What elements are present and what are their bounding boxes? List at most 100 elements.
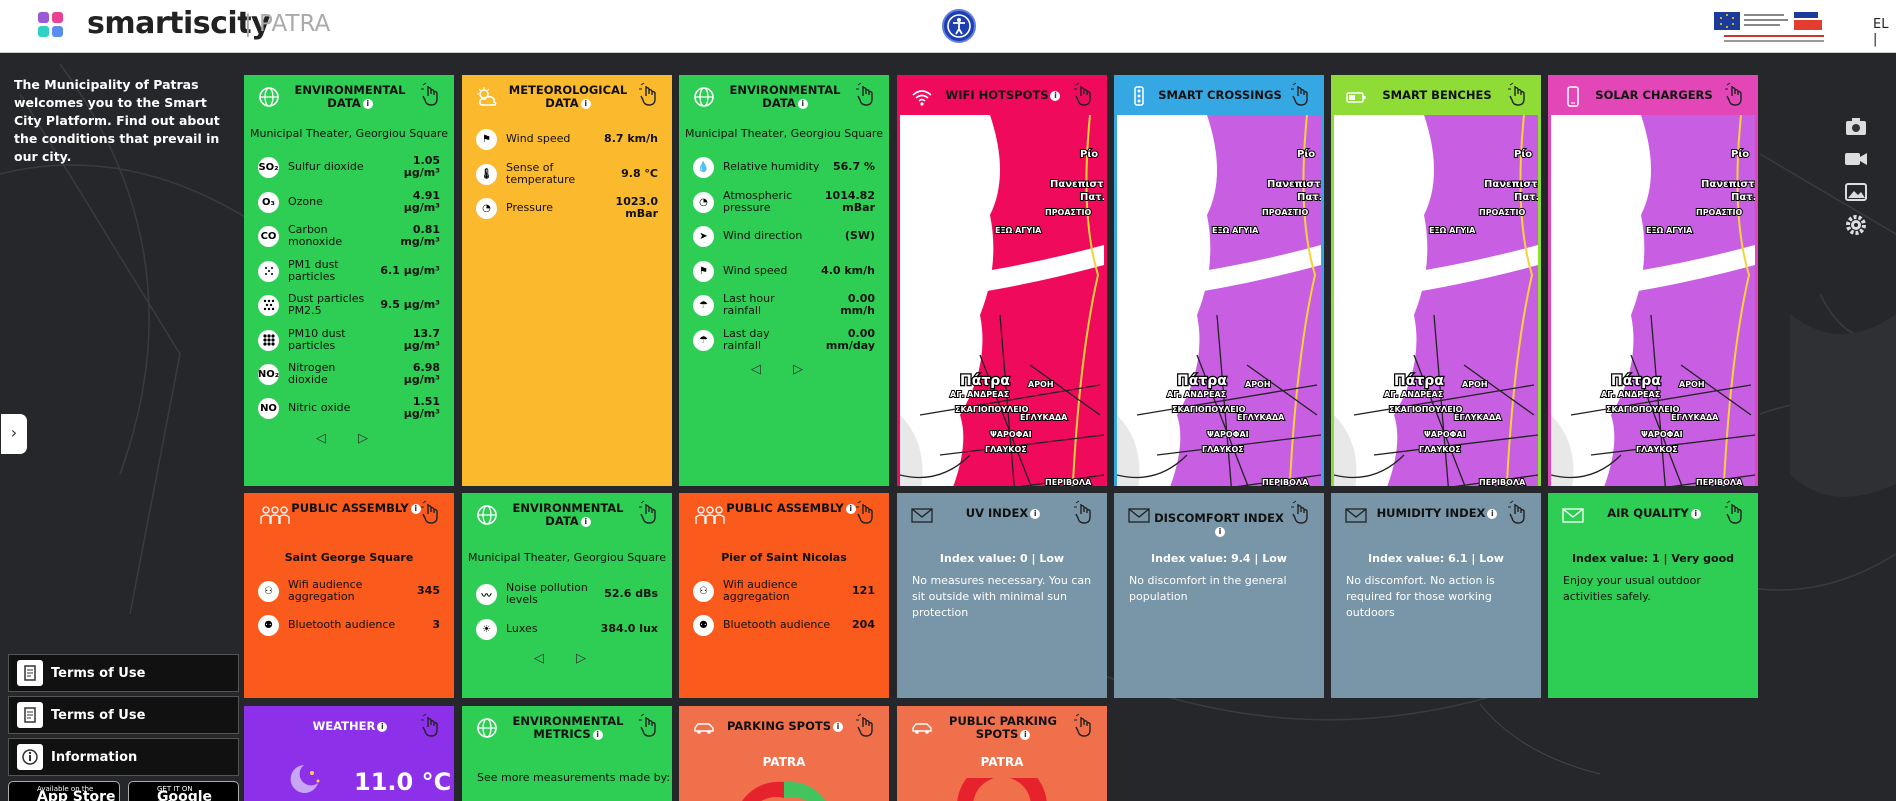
- environmental-data-card[interactable]: ENVIRONMENTAL DATA i Municipal Theater, G…: [244, 75, 454, 486]
- video-camera-icon[interactable]: [1843, 146, 1869, 172]
- sidebar-toggle-button[interactable]: ›: [1, 414, 27, 454]
- public-parking-spots-card[interactable]: PUBLIC PARKING SPOTS i PATRA: [897, 706, 1107, 801]
- hand-pointer-icon[interactable]: [1507, 500, 1529, 526]
- app-store-badge[interactable]: Available on the App Store: [8, 781, 120, 801]
- solar-chargers-card[interactable]: SOLAR CHARGERS Πάτρα ΕΞΩ ΑΓΥΙΑ ΑΓ. ΑΝΔΡΕΑΣ…: [1548, 75, 1758, 486]
- wifi-hotspots-card[interactable]: WIFI HOTSPOTS i Πάτρα ΕΞΩ ΑΓΥΙΑ ΑΓ. ΑΝΔΡΕΑΣ…: [897, 75, 1107, 486]
- hand-pointer-icon[interactable]: [420, 82, 442, 108]
- measurement-row: ➤ Wind direction (SW): [693, 221, 875, 251]
- svg-text:ΕΓΛΥΚΑΔΑ: ΕΓΛΥΚΑΔΑ: [1454, 413, 1502, 422]
- info-icon[interactable]: i: [1020, 730, 1031, 740]
- hand-pointer-icon[interactable]: [855, 82, 877, 108]
- index-value: Index value: 9.4 | Low: [1151, 552, 1287, 565]
- google-play-small: GET IT ON: [157, 785, 193, 793]
- camera-icon[interactable]: [1843, 113, 1869, 139]
- svg-text:Πατ.: Πατ.: [1297, 192, 1321, 203]
- battery-icon: [1346, 92, 1366, 103]
- card-title: HUMIDITY INDEX: [1376, 506, 1486, 520]
- pager-arrows[interactable]: ◁ ▷: [533, 651, 601, 666]
- svg-text:ΕΞΩ ΑΓΥΙΑ: ΕΞΩ ΑΓΥΙΑ: [1212, 226, 1259, 235]
- svg-text:Πάτρα: Πάτρα: [1394, 373, 1444, 389]
- environmental-data-card-3[interactable]: ENVIRONMENTAL DATA i Municipal Theater, G…: [462, 493, 672, 698]
- info-icon[interactable]: i: [845, 504, 856, 514]
- info-icon[interactable]: i: [362, 99, 373, 109]
- svg-text:ΠΕΡΙΒΟΛΑ: ΠΕΡΙΒΟΛΑ: [1696, 478, 1743, 486]
- info-icon[interactable]: i: [580, 517, 591, 527]
- measurement-row: ⚑ Wind speed 4.0 km/h: [693, 256, 875, 286]
- humidity-index-card[interactable]: HUMIDITY INDEX i Index value: 6.1 | Low N…: [1331, 493, 1541, 698]
- hand-pointer-icon[interactable]: [638, 500, 660, 526]
- gallery-icon[interactable]: [1843, 179, 1869, 205]
- hand-pointer-icon[interactable]: [1073, 82, 1095, 108]
- meteorological-data-card[interactable]: METEOROLOGICAL DATA i ⚑ Wind speed 8.7 km/h…: [462, 75, 672, 486]
- environmental-metrics-card[interactable]: ENVIRONMENTAL METRICS i See more measurem…: [462, 706, 672, 801]
- uv-index-card[interactable]: UV INDEX i Index value: 0 | Low No measur…: [897, 493, 1107, 698]
- info-icon[interactable]: i: [1487, 509, 1498, 519]
- espa-logo-icon: [1714, 12, 1824, 42]
- location-text: Saint George Square: [284, 551, 414, 564]
- info-icon[interactable]: i: [1690, 509, 1701, 519]
- globe-icon: [477, 718, 497, 738]
- weather-card[interactable]: WEATHER i 11.0 °C: [244, 706, 454, 801]
- hand-pointer-icon[interactable]: [1073, 500, 1095, 526]
- metrics-description: See more measurements made by:: [477, 771, 671, 784]
- hand-pointer-icon[interactable]: [420, 713, 442, 739]
- smart-crossings-card[interactable]: SMART CROSSINGS Πάτρα ΕΞΩ ΑΓΥΙΑ ΑΓ. ΑΝΔΡΕΑ…: [1114, 75, 1324, 486]
- wifi-map[interactable]: Πάτρα ΕΞΩ ΑΓΥΙΑ ΑΓ. ΑΝΔΡΕΑΣ ΣΚΑΓΙΟΠΟΥΛΕΙΟ ΑΡ…: [900, 115, 1104, 486]
- info-icon[interactable]: i: [592, 730, 603, 740]
- hand-pointer-icon[interactable]: [855, 500, 877, 526]
- info-icon[interactable]: i: [377, 722, 388, 732]
- environmental-data-card-2[interactable]: ENVIRONMENTAL DATA i Municipal Theater, G…: [679, 75, 889, 486]
- crossings-map[interactable]: Πάτρα ΕΞΩ ΑΓΥΙΑ ΑΓ. ΑΝΔΡΕΑΣ ΣΚΑΓΙΟΠΟΥΛΕΙΟ ΑΡ…: [1117, 115, 1321, 486]
- info-icon[interactable]: i: [797, 99, 808, 109]
- pager-arrows[interactable]: ◁ ▷: [750, 362, 818, 377]
- svg-text:ΓΛΑΥΚΟΣ: ΓΛΑΥΚΟΣ: [1202, 445, 1244, 454]
- parking-spots-card[interactable]: PARKING SPOTS i PATRA: [679, 706, 889, 801]
- info-icon[interactable]: i: [833, 722, 843, 732]
- public-assembly-card[interactable]: PUBLIC ASSEMBLY i Saint George Square ⚇ Wi…: [244, 493, 454, 698]
- discomfort-index-card[interactable]: DISCOMFORT INDEX i Index value: 9.4 | Low…: [1114, 493, 1324, 698]
- hand-pointer-icon[interactable]: [1724, 82, 1746, 108]
- measurement-row: ⚇ Wifi audience aggregation 121: [693, 576, 875, 606]
- svg-text:ΣΚΑΓΙΟΠΟΥΛΕΙΟ: ΣΚΑΓΙΟΠΟΥΛΕΙΟ: [955, 405, 1029, 414]
- info-icon[interactable]: i: [1050, 91, 1061, 101]
- solar-map[interactable]: Πάτρα ΕΞΩ ΑΓΥΙΑ ΑΓ. ΑΝΔΡΕΑΣ ΣΚΑΓΙΟΠΟΥΛΕΙΟ ΑΡ…: [1551, 115, 1755, 486]
- traffic-light-icon: [1134, 86, 1144, 106]
- air-quality-card[interactable]: AIR QUALITY i Index value: 1 | Very good …: [1548, 493, 1758, 698]
- card-title: SMART CROSSINGS: [1158, 88, 1282, 102]
- info-icon[interactable]: i: [1030, 509, 1041, 519]
- pager-arrows[interactable]: ◁ ▷: [315, 431, 383, 446]
- info-icon[interactable]: i: [580, 99, 591, 109]
- index-description: No discomfort. No action is required for…: [1346, 574, 1495, 619]
- hand-pointer-icon[interactable]: [1073, 713, 1095, 739]
- brand-name[interactable]: smartiscity: [87, 6, 271, 41]
- measurement-row: ⚇ Wifi audience aggregation 345: [258, 576, 440, 606]
- information-link[interactable]: Information: [8, 738, 239, 776]
- hand-pointer-icon[interactable]: [1724, 500, 1746, 526]
- info-icon[interactable]: i: [1215, 527, 1225, 537]
- no2-icon: NO₂: [258, 363, 279, 385]
- envelope-icon: [1562, 508, 1584, 523]
- hand-pointer-icon[interactable]: [855, 713, 877, 739]
- accessibility-button[interactable]: [942, 9, 976, 43]
- terms-of-use-label: Terms of Use: [51, 707, 146, 723]
- language-switch[interactable]: EL |: [1873, 17, 1889, 47]
- hand-pointer-icon[interactable]: [1290, 500, 1312, 526]
- hand-pointer-icon[interactable]: [420, 500, 442, 526]
- terms-of-use-link-2[interactable]: Terms of Use: [8, 696, 239, 734]
- settings-gear-icon[interactable]: [1843, 212, 1869, 238]
- info-icon[interactable]: i: [410, 504, 421, 514]
- index-description: No discomfort in the general population: [1129, 574, 1287, 603]
- hand-pointer-icon[interactable]: [638, 82, 660, 108]
- moon-cloud-icon: [290, 765, 320, 793]
- smartiscity-logo-icon[interactable]: [36, 10, 66, 40]
- hand-pointer-icon[interactable]: [638, 713, 660, 739]
- public-assembly-card-2[interactable]: PUBLIC ASSEMBLY i Pier of Saint Nicolas ⚇…: [679, 493, 889, 698]
- hand-pointer-icon[interactable]: [1507, 82, 1529, 108]
- app-store-big: App Store: [37, 789, 116, 801]
- smart-benches-card[interactable]: SMART BENCHES Πάτρα ΕΞΩ ΑΓΥΙΑ ΑΓ. ΑΝΔΡΕΑΣ Σ…: [1331, 75, 1541, 486]
- terms-of-use-link[interactable]: Terms of Use: [8, 654, 239, 692]
- benches-map[interactable]: Πάτρα ΕΞΩ ΑΓΥΙΑ ΑΓ. ΑΝΔΡΕΑΣ ΣΚΑΓΙΟΠΟΥΛΕΙΟ ΑΡ…: [1334, 115, 1538, 486]
- hand-pointer-icon[interactable]: [1290, 82, 1312, 108]
